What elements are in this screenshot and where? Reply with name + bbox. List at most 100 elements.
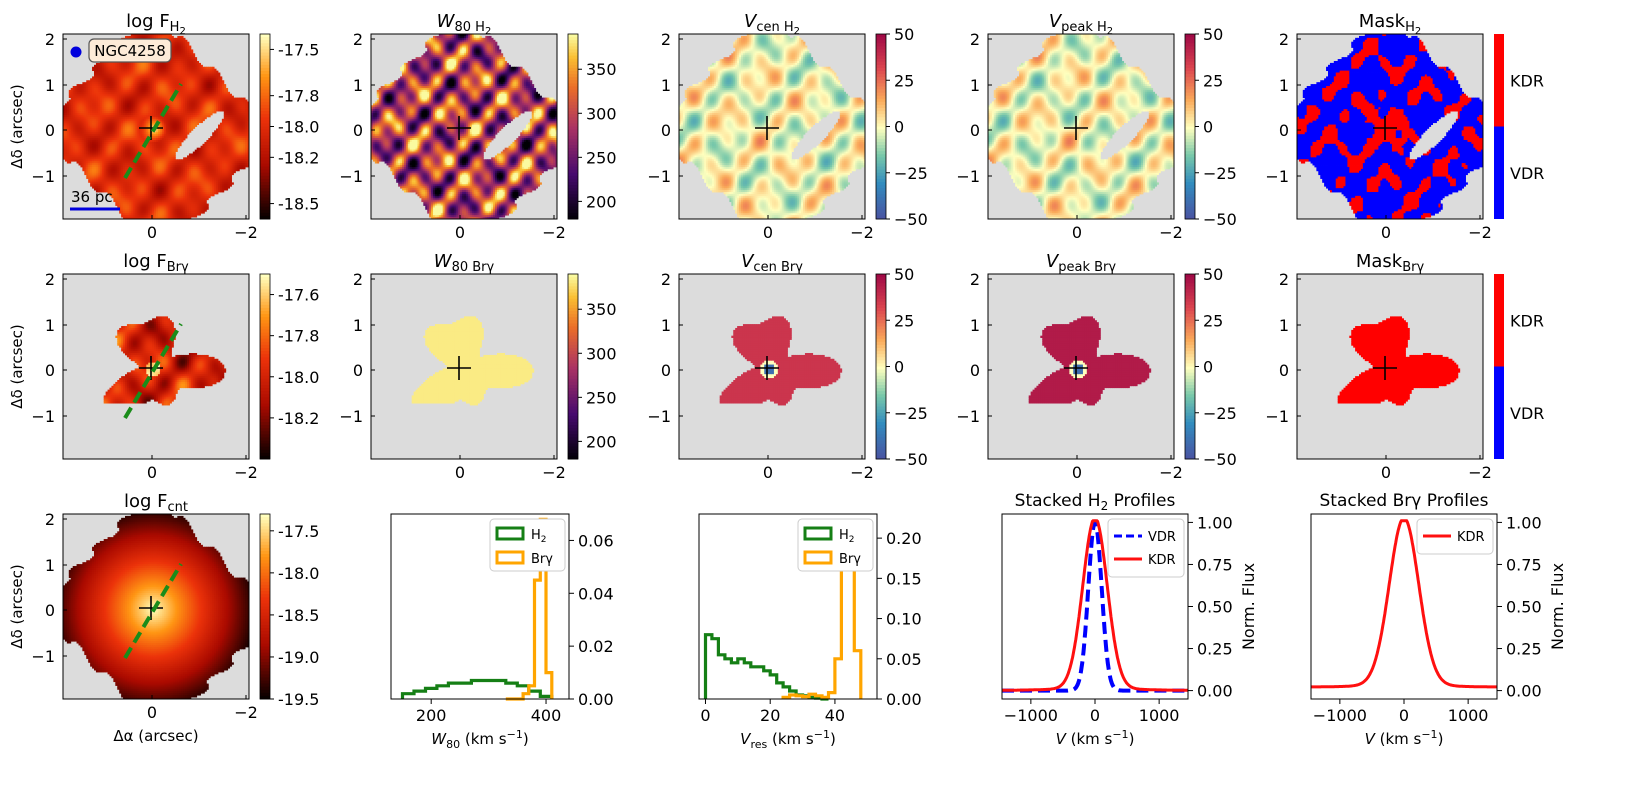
colorbar-tick-label: 200	[586, 432, 617, 451]
y-axis-label: Norm. Flux	[1239, 563, 1258, 650]
colorbar-tick-label: -18.0	[278, 564, 319, 583]
y-tick-label: 1.00	[1197, 513, 1233, 532]
colorbar-kdr-segment	[1494, 274, 1504, 367]
x-axis-label: V (km s−1)	[1056, 728, 1135, 748]
colorbar-tick-label: 350	[586, 60, 617, 79]
colorbar-tick-label: 250	[586, 148, 617, 167]
colorbar-tick-label: 0	[1203, 358, 1213, 377]
y-tick-label: −1	[647, 407, 671, 426]
y-tick-label: 0.02	[578, 637, 614, 656]
colorbar-vdr-segment	[1494, 367, 1504, 460]
y-tick-label: −1	[339, 407, 363, 426]
panel-title: Vpeak Brγ	[1046, 251, 1116, 275]
y-tick-label: 0	[45, 601, 55, 620]
colorbar-tick-label: KDR	[1510, 71, 1544, 90]
y-axis-label: Norm. Flux	[1548, 563, 1567, 650]
y-tick-label: −1	[31, 167, 55, 186]
panel-title: Vcen Brγ	[741, 251, 803, 275]
colorbar-vdr-segment	[1494, 127, 1504, 220]
colorbar: -17.5-18.0-18.5-19.0-19.5	[260, 514, 319, 709]
x-tick-label: 400	[531, 706, 562, 725]
colorbar-tick-label: 200	[586, 192, 617, 211]
legend-label: KDR	[1457, 530, 1485, 545]
y-tick-label: 2	[1279, 270, 1289, 289]
panel-title: MaskBrγ	[1356, 251, 1425, 275]
panel-title: log FBrγ	[123, 251, 189, 275]
x-tick-label: −2	[1159, 463, 1183, 482]
x-tick-label: 0	[1072, 463, 1082, 482]
y-tick-label: 0.75	[1506, 555, 1542, 574]
y-tick-label: 0.25	[1197, 640, 1233, 659]
x-tick-label: −2	[234, 703, 258, 722]
x-tick-label: −2	[234, 223, 258, 242]
y-tick-label: 0.50	[1506, 598, 1542, 617]
colorbar-tick-label: -18.5	[278, 606, 319, 625]
y-tick-label: 1	[45, 556, 55, 575]
figure: log FH2210−10 −2Δδ (arcsec)NGC425836 pc-1…	[0, 0, 1632, 789]
x-axis-label: Δα (arcsec)	[113, 727, 198, 745]
colorbar-tick-label: -18.5	[278, 195, 319, 214]
y-tick-label: 0.15	[886, 569, 922, 588]
y-tick-label: 1	[353, 316, 363, 335]
y-tick-label: 2	[970, 30, 980, 49]
colorbar-tick-label: −25	[894, 404, 928, 423]
colorbar-tick-label: 25	[1203, 71, 1223, 90]
y-tick-label: −1	[1265, 167, 1289, 186]
colorbar-tick-label: KDR	[1510, 311, 1544, 330]
panel-title: Vcen H2	[744, 11, 800, 37]
y-tick-label: 2	[970, 270, 980, 289]
x-tick-label: 0	[763, 463, 773, 482]
x-axis-label: W80 (km s−1)	[431, 728, 528, 751]
x-tick-label: 0	[1399, 706, 1409, 725]
y-tick-label: 0.75	[1197, 555, 1233, 574]
panel-title: log Fcnt	[124, 491, 188, 515]
x-tick-label: 0	[147, 223, 157, 242]
panel-title: W80 Brγ	[434, 251, 495, 275]
x-tick-label: 0	[700, 706, 710, 725]
colorbar-tick-label: 250	[586, 388, 617, 407]
y-tick-label: 0	[661, 361, 671, 380]
colorbar-tick-label: 25	[894, 311, 914, 330]
y-tick-label: 1	[661, 76, 671, 95]
y-tick-label: 0.06	[578, 531, 614, 550]
y-tick-label: 2	[45, 270, 55, 289]
x-tick-label: −2	[542, 223, 566, 242]
colorbar-tick-label: −50	[1203, 210, 1237, 229]
y-tick-label: 2	[1279, 30, 1289, 49]
y-tick-label: 1	[1279, 316, 1289, 335]
colorbar-tick-label: −50	[1203, 450, 1237, 469]
colorbar: -17.6-17.8-18.0-18.2	[260, 274, 319, 460]
x-tick-label: 0	[455, 223, 465, 242]
y-tick-label: 0	[353, 121, 363, 140]
x-tick-label: −2	[542, 463, 566, 482]
y-tick-label: −1	[956, 407, 980, 426]
x-tick-label: 0	[1072, 223, 1082, 242]
x-tick-label: 0	[455, 463, 465, 482]
y-tick-label: 0.00	[578, 690, 614, 709]
y-tick-label: −1	[31, 647, 55, 666]
x-tick-label: −2	[1159, 223, 1183, 242]
panel-title: W80 H2	[437, 11, 492, 37]
y-tick-label: 0	[970, 361, 980, 380]
colorbar-tick-label: -19.0	[278, 648, 319, 667]
y-tick-label: 0	[45, 121, 55, 140]
x-tick-label: 20	[760, 706, 780, 725]
y-tick-label: 0.00	[886, 690, 922, 709]
x-tick-label: 1000	[1139, 706, 1180, 725]
colorbar-tick-label: -17.5	[278, 522, 319, 541]
panel-title: Vpeak H2	[1049, 11, 1113, 37]
x-tick-label: −2	[850, 223, 874, 242]
y-axis-label: Δδ (arcsec)	[8, 84, 26, 168]
y-tick-label: 1.00	[1506, 513, 1542, 532]
